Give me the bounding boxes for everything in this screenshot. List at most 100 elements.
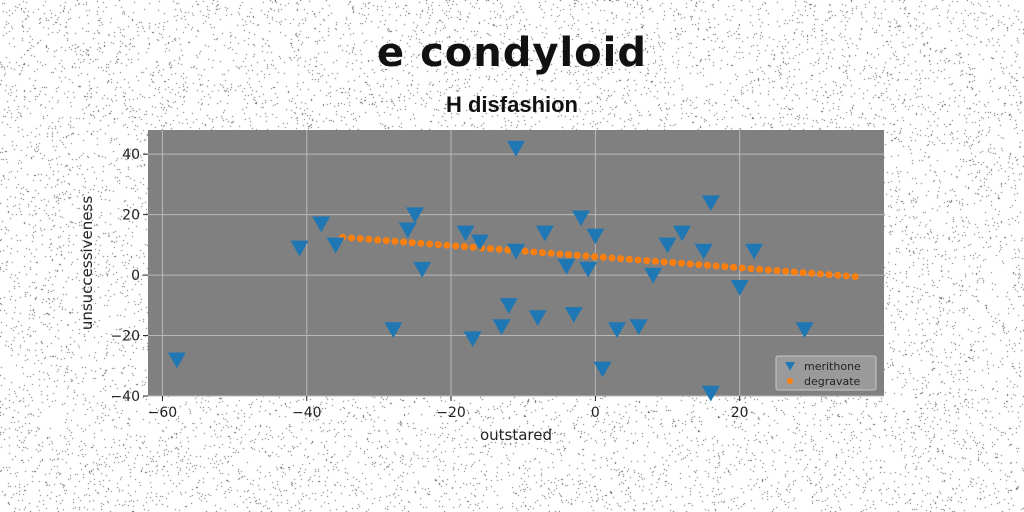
degravate-point xyxy=(348,234,356,242)
merithone-point xyxy=(507,243,525,260)
merithone-point xyxy=(658,237,677,254)
merithone-point xyxy=(405,207,424,224)
degravate-point xyxy=(582,252,590,260)
degravate-point xyxy=(556,250,564,258)
degravate-point xyxy=(773,267,781,275)
degravate-point xyxy=(443,241,451,249)
merithone-point xyxy=(463,331,482,348)
chart-subtitle: H disfashion xyxy=(445,92,578,117)
merithone-point xyxy=(413,261,432,278)
degravate-point xyxy=(790,268,798,276)
degravate-point xyxy=(842,272,850,280)
legend-marker-degravate xyxy=(787,378,793,384)
degravate-point xyxy=(408,239,416,247)
merithone-point xyxy=(564,307,583,323)
merithone-point xyxy=(694,243,713,260)
degravate-point xyxy=(825,271,833,279)
degravate-point xyxy=(651,257,659,265)
degravate-point xyxy=(591,253,599,261)
degravate-point xyxy=(808,269,816,277)
merithone-point xyxy=(745,243,764,260)
degravate-point xyxy=(764,266,772,274)
degravate-point xyxy=(756,265,764,273)
merithone-point xyxy=(608,322,627,339)
merithone-point xyxy=(795,322,814,339)
merithone-point xyxy=(499,298,518,314)
degravate-point xyxy=(634,256,642,264)
merithone-point xyxy=(644,267,663,284)
degravate-point xyxy=(426,240,434,248)
degravate-point xyxy=(495,245,503,253)
degravate-point xyxy=(782,267,790,275)
y-tick-label: −20 xyxy=(110,329,140,345)
y-tick-label: −40 xyxy=(110,389,140,405)
x-tick-label: 20 xyxy=(731,405,749,421)
y-axis-label: unsuccessiveness xyxy=(78,196,96,331)
y-axis-ticks: −40 −20 0 20 40 xyxy=(110,147,148,405)
y-tick-label: 40 xyxy=(122,147,140,163)
degravate-point xyxy=(356,235,364,243)
merithone-point xyxy=(456,225,475,242)
merithone-point xyxy=(557,258,576,275)
merithone-point xyxy=(672,225,691,242)
x-tick-label: −20 xyxy=(436,405,466,421)
degravate-point xyxy=(530,248,538,256)
x-tick-label: −60 xyxy=(148,405,178,421)
merithone-point xyxy=(701,385,720,402)
degravate-point xyxy=(565,251,573,259)
degravate-point xyxy=(469,243,477,251)
chart-title: e condyloid xyxy=(377,30,647,76)
degravate-point xyxy=(625,255,633,263)
merithone-point xyxy=(507,140,525,157)
merithone-point xyxy=(398,222,417,239)
degravate-point xyxy=(669,259,677,267)
y-tick-label: 20 xyxy=(122,208,140,224)
degravate-point xyxy=(573,251,581,259)
degravate-point xyxy=(738,264,746,272)
merithone-point xyxy=(290,240,309,257)
degravate-point xyxy=(374,236,382,244)
degravate-point xyxy=(816,270,824,278)
merithone-point xyxy=(579,261,598,278)
merithone-point xyxy=(470,234,489,251)
degravate-point xyxy=(617,255,625,263)
degravate-point xyxy=(695,261,703,269)
degravate-point xyxy=(547,249,555,257)
y-tick-label: 0 xyxy=(131,268,140,284)
legend-label-degravate: degravate xyxy=(804,375,861,388)
degravate-point xyxy=(686,260,694,268)
degravate-point xyxy=(677,259,685,267)
merithone-point xyxy=(492,319,511,336)
x-axis-label: outstared xyxy=(480,426,552,444)
merithone-point xyxy=(528,310,547,326)
merithone-point xyxy=(629,319,648,336)
degravate-point xyxy=(608,254,616,262)
plot-area xyxy=(148,130,884,396)
legend-marker-merithone xyxy=(785,362,795,371)
merithone-point xyxy=(730,279,749,296)
merithone-point xyxy=(586,228,605,245)
degravate-point xyxy=(539,249,547,257)
degravate-point xyxy=(434,241,442,249)
series-merithone xyxy=(167,140,814,402)
degravate-point xyxy=(834,271,842,279)
merithone-point xyxy=(384,322,403,339)
merithone-point xyxy=(326,237,345,254)
degravate-point xyxy=(704,261,712,269)
merithone-point xyxy=(701,195,720,212)
degravate-point xyxy=(599,253,607,261)
degravate-point xyxy=(382,237,390,245)
degravate-point xyxy=(417,239,425,247)
degravate-point xyxy=(460,243,468,251)
x-axis-ticks: −60 −40 −20 0 20 xyxy=(148,396,749,421)
degravate-point xyxy=(391,237,399,245)
x-tick-label: 0 xyxy=(591,405,600,421)
legend-box xyxy=(775,355,877,391)
merithone-point xyxy=(312,216,331,233)
merithone-point xyxy=(167,352,186,369)
degravate-point xyxy=(660,258,668,266)
legend-label-merithone: merithone xyxy=(804,360,861,373)
degravate-point xyxy=(730,263,738,271)
legend: merithone degravate xyxy=(775,355,877,391)
